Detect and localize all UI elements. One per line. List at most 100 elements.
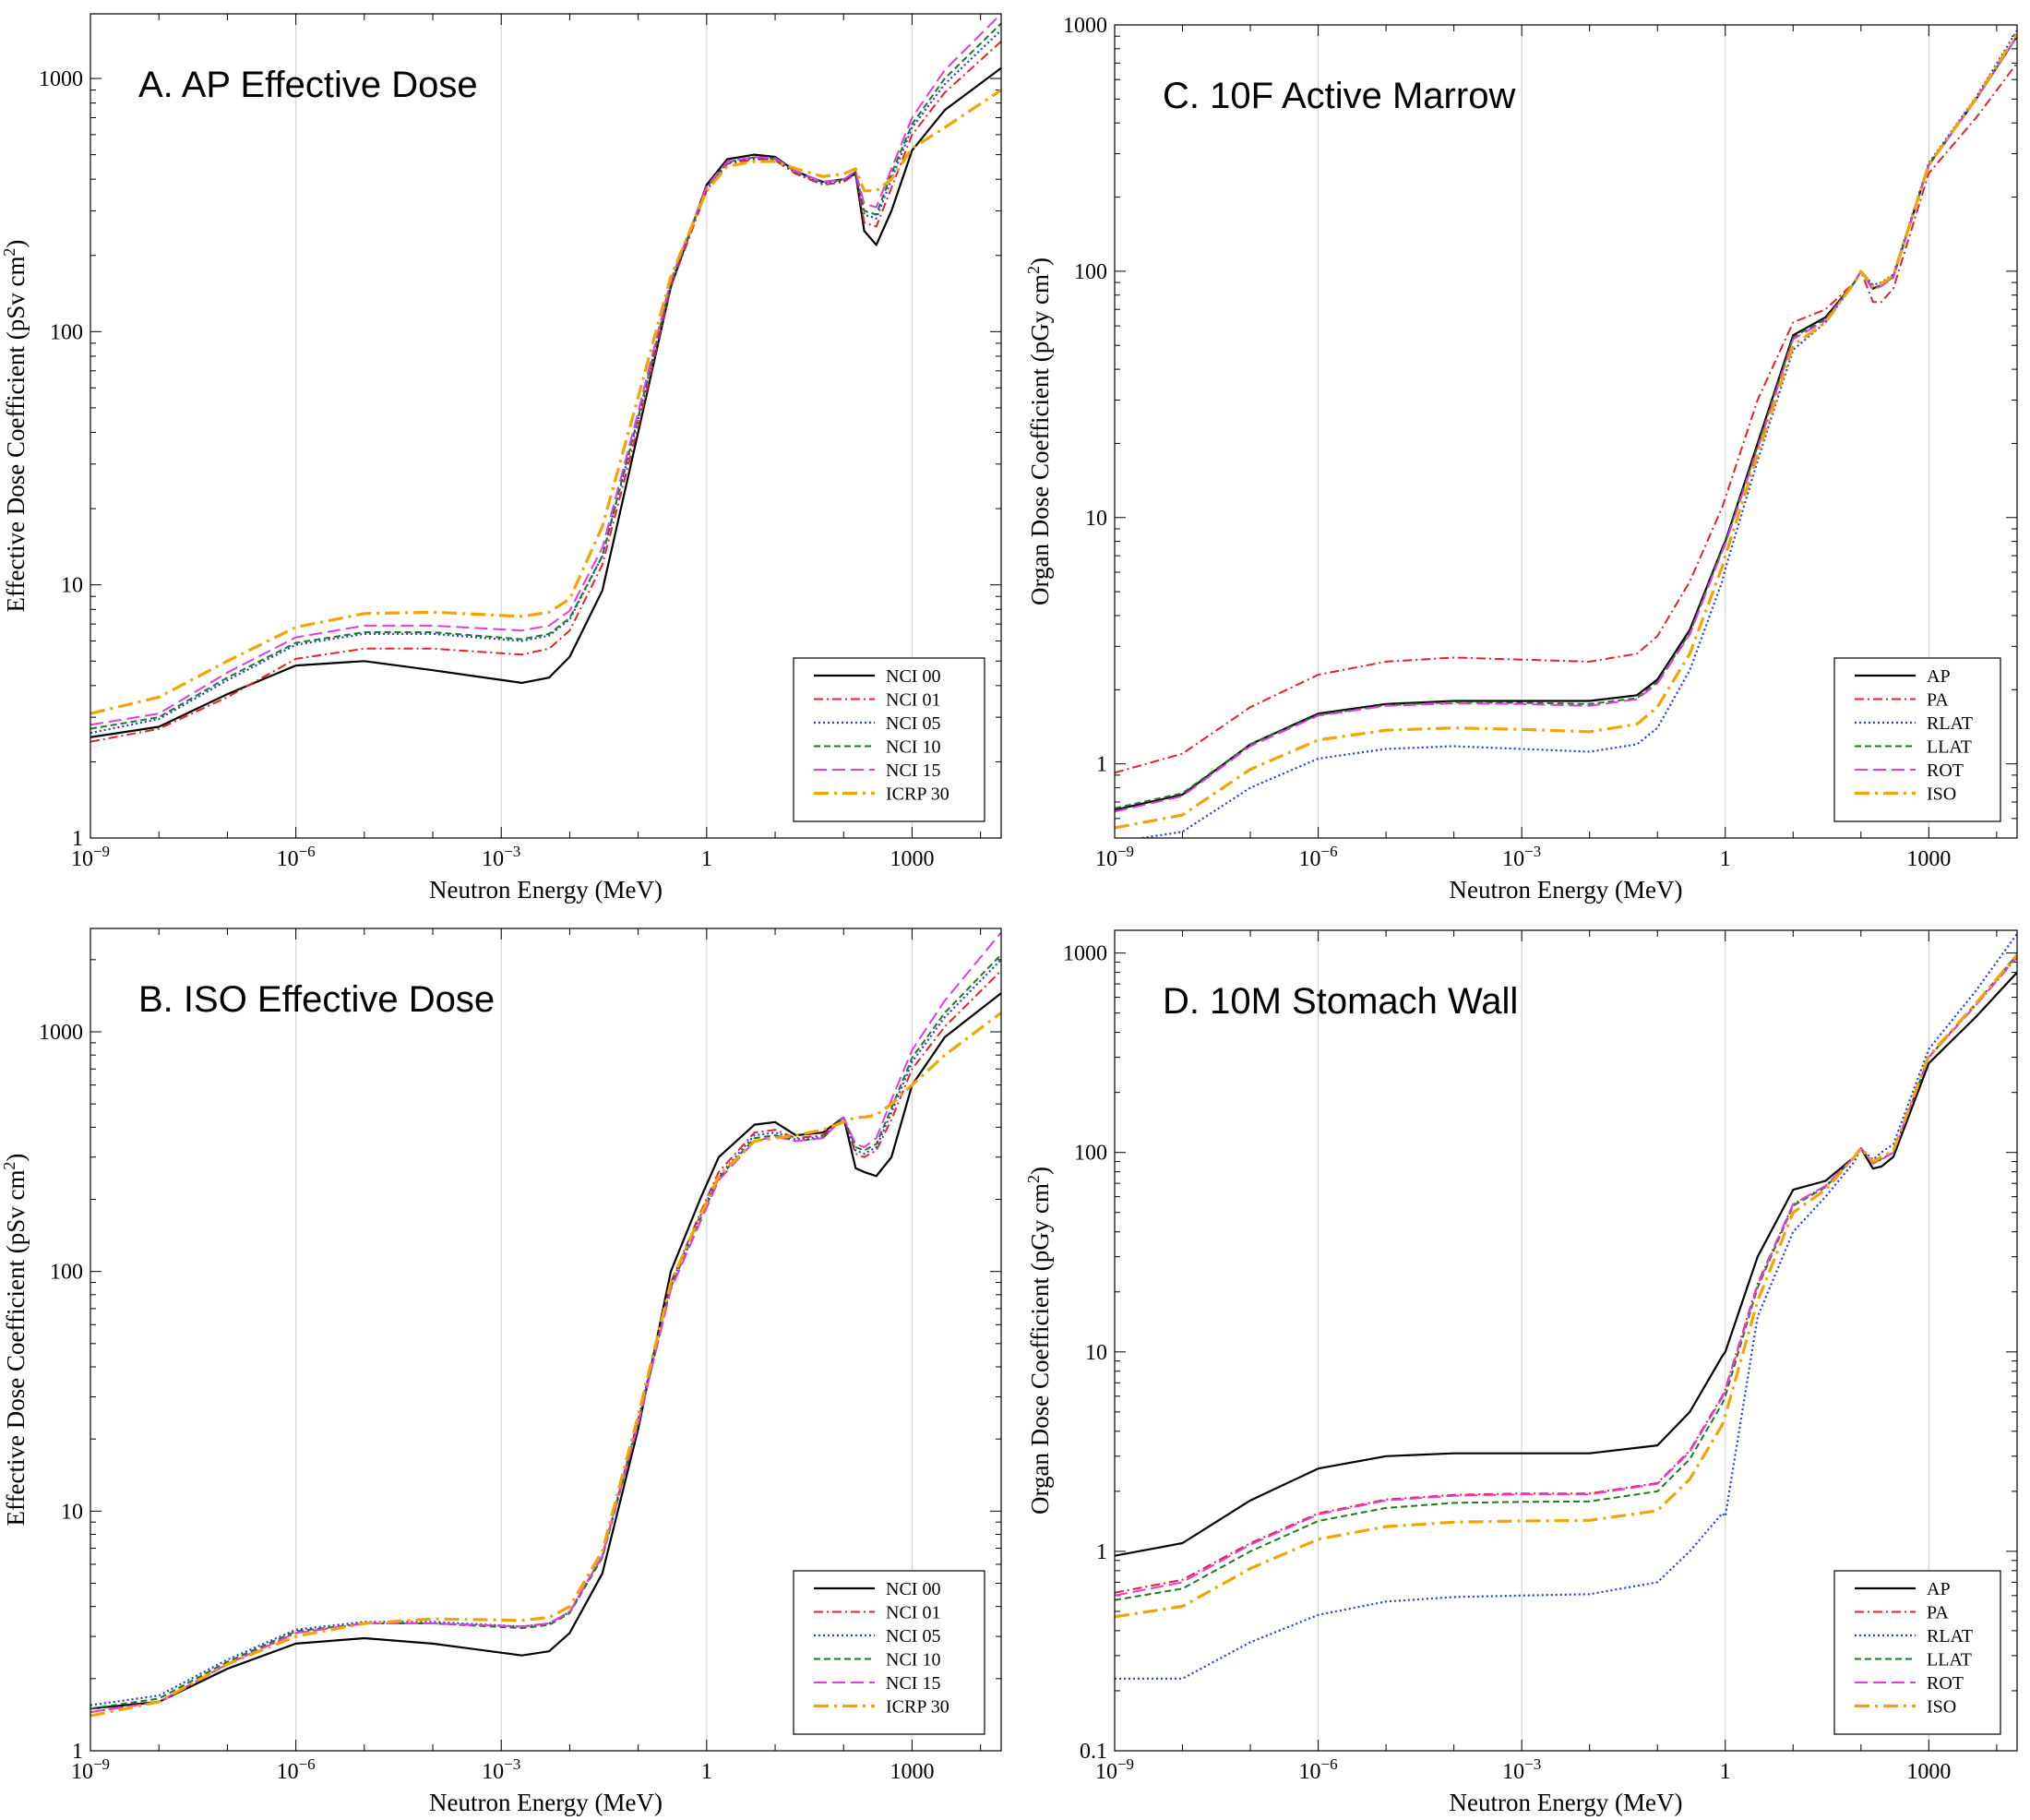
x-axis-label: Neutron Energy (MeV): [1450, 876, 1683, 904]
y-tick-label: 1: [72, 1740, 83, 1764]
x-tick-label: 1000: [1906, 847, 1951, 871]
y-axis-label: Effective Dose Coefficient (pSv cm2): [0, 240, 30, 613]
chart-panel-d: 10−9 10−6 10−3 1 1000 0.1 1 10 100 1000 Neutron En…: [1024, 929, 2018, 1816]
legend-label: NCI 01: [886, 690, 940, 711]
legend-label: RLAT: [1927, 1626, 1973, 1646]
legend-label: ICRP 30: [886, 1697, 949, 1718]
x-tick-label: 10−3: [1502, 843, 1541, 871]
legend-label: NCI 10: [886, 737, 940, 758]
legend-label: PA: [1927, 1603, 1949, 1623]
plot-frame: [1114, 24, 2018, 839]
legend-box: [1833, 657, 2001, 822]
y-tick-label: 100: [1074, 260, 1107, 284]
series-group: [1115, 933, 2017, 1680]
legend-label: ROT: [1927, 760, 1964, 781]
series-line-nci-10: [90, 22, 1001, 730]
x-tick-label: 1000: [890, 847, 934, 871]
y-tick-label: 10: [61, 1500, 83, 1524]
series-line-rot: [1115, 35, 2017, 813]
series-line-nci-15: [90, 931, 1001, 1714]
x-axis-label: Neutron Energy (MeV): [429, 876, 663, 904]
series-line-llat: [1115, 953, 2017, 1601]
series-line-icrp-30: [90, 1012, 1001, 1718]
x-axis-label: Neutron Energy (MeV): [1450, 1789, 1683, 1816]
x-tick-label: 10−3: [482, 843, 520, 871]
plot-frame: [90, 928, 1002, 1752]
y-axis-label: Organ Dose Coefficient (pGy cm2): [1024, 1167, 1054, 1515]
x-tick-label: 1: [701, 847, 712, 871]
chart-panel-c: 10−9 10−6 10−3 1 1000 1 10 100 1000 Neutron Energ…: [1024, 14, 2018, 904]
x-tick-label: 1: [1720, 1760, 1731, 1784]
legend-label: NCI 00: [886, 666, 940, 687]
legend-box: [1833, 1570, 2001, 1735]
series-line-iso: [1115, 32, 2017, 830]
legend-label: LLAT: [1927, 1650, 1972, 1670]
legend-label: ISO: [1927, 784, 1956, 805]
y-axis-label: Organ Dose Coefficient (pGy cm2): [1024, 257, 1054, 605]
series-line-nci-01: [90, 41, 1001, 743]
legend-label: ICRP 30: [886, 784, 949, 805]
legend-label: NCI 00: [886, 1579, 940, 1599]
series-line-nci-05: [90, 30, 1001, 735]
y-tick-label: 10: [1085, 507, 1107, 531]
x-tick-label: 10−9: [71, 843, 110, 871]
x-tick-label: 10−9: [1095, 843, 1134, 871]
series-line-pa: [1115, 956, 2017, 1594]
y-tick-label: 1: [72, 827, 83, 851]
x-tick-label: 10−6: [277, 843, 316, 871]
plot-frame: [90, 13, 1002, 839]
series-group: [90, 14, 1001, 743]
y-tick-label: 1000: [1063, 14, 1107, 38]
legend-label: NCI 05: [886, 713, 940, 734]
legend-label: NCI 15: [886, 760, 940, 781]
x-tick-label: 10−9: [1095, 1755, 1134, 1784]
y-tick-label: 1: [1096, 753, 1107, 777]
series-line-nci-10: [90, 953, 1001, 1710]
series-group: [1115, 30, 2017, 838]
legend-label: RLAT: [1927, 713, 1973, 734]
x-tick-label: 1000: [890, 1760, 934, 1784]
series-line-nci-00: [90, 66, 1001, 738]
x-tick-label: 1: [701, 1760, 712, 1784]
series-line-iso: [1115, 953, 2017, 1619]
chart-title: C. 10F Active Marrow: [1163, 76, 1515, 116]
y-tick-label: 0.1: [1080, 1740, 1107, 1764]
y-tick-label: 1000: [39, 1021, 83, 1045]
series-line-rot: [1115, 955, 2017, 1597]
series-line-nci-00: [90, 992, 1001, 1710]
series-line-ap: [1115, 971, 2017, 1557]
legend-label: ROT: [1927, 1673, 1964, 1694]
chart-title: D. 10M Stomach Wall: [1163, 981, 1518, 1022]
legend-label: PA: [1927, 690, 1949, 711]
plot-frame: [1114, 929, 2018, 1752]
x-tick-label: 1: [1720, 847, 1731, 871]
y-tick-label: 100: [50, 320, 83, 344]
legend-label: NCI 01: [886, 1603, 940, 1623]
x-tick-label: 10−6: [1299, 843, 1338, 871]
chart-title: A. AP Effective Dose: [138, 65, 478, 105]
x-axis-label: Neutron Energy (MeV): [429, 1789, 663, 1816]
series-line-nci-15: [90, 14, 1001, 726]
x-tick-label: 10−3: [482, 1755, 520, 1784]
y-tick-label: 100: [1074, 1142, 1107, 1166]
series-line-rlat: [1115, 933, 2017, 1680]
legend-label: NCI 10: [886, 1650, 940, 1670]
legend-label: AP: [1927, 1579, 1951, 1599]
y-tick-label: 1000: [1063, 942, 1107, 966]
series-line-nci-05: [90, 959, 1001, 1706]
chart-panel-b: 10−9 10−6 10−3 1 1000 1 10 100 1000 Neutron Energ…: [0, 928, 1002, 1816]
y-tick-label: 10: [61, 574, 83, 598]
legend-label: LLAT: [1927, 737, 1972, 758]
y-tick-label: 1: [1096, 1540, 1107, 1564]
x-tick-label: 10−9: [71, 1755, 110, 1784]
series-line-pa: [1115, 62, 2017, 774]
legend-label: NCI 15: [886, 1673, 940, 1694]
y-axis-label: Effective Dose Coefficient (pSv cm2): [0, 1154, 30, 1527]
x-tick-label: 10−6: [277, 1755, 316, 1784]
legend-label: AP: [1927, 666, 1951, 687]
chart-title: B. ISO Effective Dose: [138, 979, 495, 1020]
